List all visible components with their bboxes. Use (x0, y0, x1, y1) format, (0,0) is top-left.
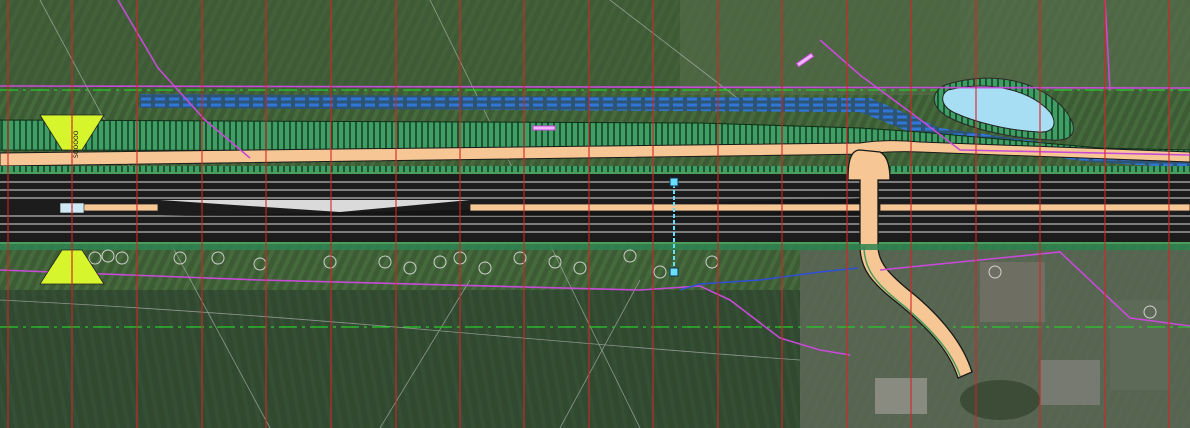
retention-pond (933, 77, 1074, 141)
main-road (0, 172, 1190, 244)
utility-line (669, 177, 859, 291)
grid-lines (7, 0, 1170, 428)
tree-symbols (88, 249, 1157, 319)
property-boundaries (0, 0, 1190, 356)
ditch-hatch (140, 94, 1190, 168)
embankment-strip (0, 166, 1190, 174)
station-label: SOOOOO (73, 130, 80, 158)
embankment-south (0, 244, 1190, 250)
